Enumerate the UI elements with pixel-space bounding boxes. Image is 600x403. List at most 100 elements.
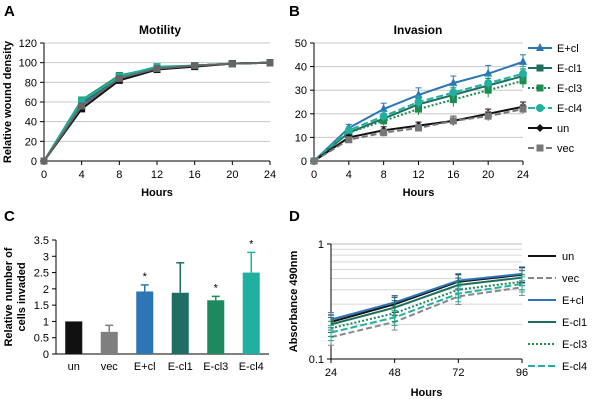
data-point-E-cl4	[519, 69, 527, 78]
data-point-E+cl	[449, 78, 458, 87]
y-tick-label: 120	[19, 38, 37, 50]
data-point-E-cl4	[449, 88, 458, 97]
legend-label-E-cl4: E-cl4	[562, 361, 587, 373]
x-tick-label: vec	[101, 361, 119, 373]
legend-marker-E-cl4	[536, 104, 544, 112]
bar-E-cl3	[207, 300, 225, 354]
bar-vec	[100, 331, 118, 354]
x-tick-label: 96	[516, 367, 528, 379]
x-tick-label: 24	[517, 169, 529, 181]
legend-label-vec: vec	[562, 273, 580, 285]
bar-un	[65, 321, 83, 354]
series-line-E+cl	[330, 272, 523, 321]
data-point-vec	[228, 60, 236, 68]
legend-label-E-cl4: E-cl4	[557, 103, 582, 115]
chart-title: Motility	[139, 23, 181, 37]
data-point-vec	[345, 136, 353, 144]
legend-label-E+cl: E+cl	[562, 295, 584, 307]
data-point-vec	[380, 129, 388, 137]
panel-label: A	[4, 3, 15, 20]
x-tick-label: 12	[412, 169, 424, 181]
legend-marker-E+cl	[536, 43, 544, 51]
y-tick-label: 60	[25, 97, 37, 109]
y-tick-label: 0.1	[309, 354, 324, 366]
x-tick-label: E-cl1	[168, 361, 193, 373]
y-tick-label: 40	[25, 117, 37, 129]
x-tick-label: 20	[482, 169, 494, 181]
y-tick-label: 2	[43, 284, 49, 296]
panel-label: C	[4, 208, 15, 225]
y-tick-label: 0	[43, 349, 49, 361]
x-axis-label: Hours	[141, 187, 173, 199]
data-point-vec	[191, 62, 199, 70]
x-tick-label: 8	[381, 169, 387, 181]
x-tick-label: 0	[311, 169, 317, 181]
data-point-E-cl4	[414, 98, 423, 106]
legend-label-vec: vec	[557, 143, 575, 155]
data-point-E-cl3	[415, 105, 422, 113]
x-tick-label: 4	[79, 169, 85, 181]
panel-label: D	[289, 208, 300, 225]
y-tick-label: 80	[25, 77, 37, 89]
data-point-vec	[519, 105, 527, 113]
data-point-E-cl4	[344, 126, 353, 135]
x-tick-label: 16	[189, 169, 201, 181]
x-tick-label: 20	[226, 169, 238, 181]
y-tick-label: 1	[318, 239, 324, 251]
panel-d: D 0.1 1 24 48 72 96 Hours Absorbance 490nm un vec E…	[288, 208, 587, 399]
y-tick-label: 50	[295, 38, 307, 50]
y-tick-label: 0	[301, 156, 307, 168]
y-tick-label: 1	[43, 316, 49, 328]
y-tick-label: 30	[295, 85, 307, 97]
data-point-vec	[310, 157, 318, 165]
data-point-vec	[484, 112, 492, 120]
data-point-vec	[115, 74, 123, 82]
y-tick-label: 0.5	[34, 333, 49, 345]
series-line-vec	[43, 61, 271, 162]
x-tick-label: E-cl3	[203, 361, 228, 373]
x-tick-label: E+cl	[134, 361, 156, 373]
legend-label-E-cl1: E-cl1	[557, 63, 582, 75]
x-tick-label: 4	[346, 169, 352, 181]
data-point-E-cl4	[78, 97, 86, 105]
data-point-E-cl4	[484, 79, 493, 88]
x-tick-label: 72	[452, 367, 464, 379]
panel-c: C 0 0.5 1 1.5 2 2.5 3 3.5 un vec * E+cl E-cl1 * E-cl3 * E…	[3, 208, 269, 373]
y-tick-label: 20	[25, 136, 37, 148]
x-tick-label: 0	[41, 169, 47, 181]
legend-label-E-cl3: E-cl3	[562, 339, 587, 351]
significance-marker: *	[214, 282, 219, 294]
y-tick-label: 10	[295, 132, 307, 144]
series-line-E-cl3	[330, 280, 523, 330]
y-axis-label: Absorbance 490nm	[288, 251, 300, 353]
x-axis-label: Hours	[411, 387, 443, 399]
x-tick-label: 8	[116, 169, 122, 181]
data-point-vec	[78, 102, 86, 110]
data-point-E+cl	[519, 56, 527, 65]
y-tick-label: 20	[295, 109, 307, 121]
panel-b: B 0 10 20 30 40 50 0 4 8 12 16 20 24 Invasion Hours E+cl…	[289, 3, 582, 199]
y-axis-label: Relative wound density	[2, 40, 14, 163]
data-point-vec	[449, 117, 457, 125]
legend-marker-E-cl1	[536, 64, 544, 72]
y-tick-label: 100	[19, 58, 37, 70]
x-tick-label: 16	[447, 169, 459, 181]
x-axis-label: Hours	[403, 187, 435, 199]
data-point-vec	[153, 65, 161, 73]
y-tick-label: 0	[31, 156, 37, 168]
legend-marker-vec	[536, 144, 544, 152]
legend-label-E+cl: E+cl	[557, 43, 579, 55]
panel-a: A 0 20 40 60 80 100 120 0 4 8 12 16 20 24 Motility Hours…	[2, 3, 276, 199]
significance-marker: *	[143, 271, 148, 283]
x-tick-label: 24	[264, 169, 276, 181]
series-line-vec	[330, 286, 523, 339]
x-tick-label: 12	[151, 169, 163, 181]
significance-marker: *	[249, 238, 254, 250]
legend-label-un: un	[562, 251, 574, 263]
x-tick-label: 24	[325, 367, 337, 379]
data-point-E+cl	[484, 68, 493, 77]
x-tick-label: un	[68, 361, 80, 373]
y-tick-label: 3.5	[34, 235, 49, 247]
x-tick-label: 48	[389, 367, 401, 379]
